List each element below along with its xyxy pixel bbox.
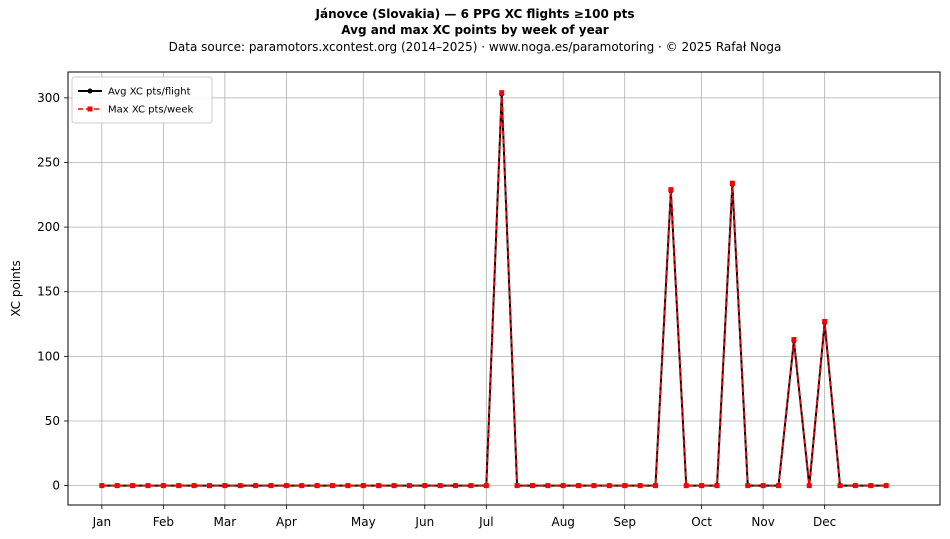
data-point [683, 483, 689, 489]
data-point [806, 483, 812, 489]
chart-subtitle: Avg and max XC points by week of year [341, 23, 609, 37]
data-point [852, 483, 858, 489]
data-point [99, 483, 105, 489]
x-tick-label: Sep [613, 515, 636, 529]
data-point [729, 180, 735, 186]
y-axis: 0 50 100 150 200 250 300 [37, 91, 68, 493]
legend-swatch-marker [87, 106, 93, 112]
data-point [145, 483, 151, 489]
data-point [130, 483, 136, 489]
legend-box [71, 76, 213, 124]
data-point [529, 483, 535, 489]
legend-label: Avg XC pts/flight [108, 87, 191, 98]
x-tick-label: Jan [92, 515, 112, 529]
data-point [883, 483, 889, 489]
data-point [622, 483, 628, 489]
x-tick-label: Dec [813, 515, 836, 529]
y-tick-label: 0 [52, 479, 60, 493]
data-point [514, 483, 520, 489]
x-tick-label: Apr [276, 515, 297, 529]
data-point [745, 483, 751, 489]
data-point [268, 483, 274, 489]
data-point [406, 483, 412, 489]
data-point [206, 483, 212, 489]
x-axis: Jan Feb Mar Apr May Jun Jul Aug Sep Oct Nov Dec [92, 505, 836, 529]
data-point [468, 483, 474, 489]
grid-lines [68, 72, 940, 505]
data-point [253, 483, 259, 489]
data-point [360, 483, 366, 489]
data-point [176, 483, 182, 489]
series-line [101, 91, 887, 487]
chart-title-block: Jánovce (Slovakia) — 6 PPG XC flights ≥1… [0, 6, 950, 56]
data-point [760, 483, 766, 489]
plot-frame [67, 71, 941, 506]
legend-swatch-marker [87, 88, 93, 94]
data-point [422, 483, 428, 489]
data-point [191, 483, 197, 489]
x-tick-label: Jul [478, 515, 493, 529]
data-point [114, 483, 120, 489]
chart-title: Jánovce (Slovakia) — 6 PPG XC flights ≥1… [315, 7, 635, 21]
data-point [345, 483, 351, 489]
data-point [237, 483, 243, 489]
legend-label: Max XC pts/week [108, 105, 193, 116]
data-point [330, 483, 336, 489]
y-tick-label: 200 [37, 220, 60, 234]
data-point [868, 483, 874, 489]
y-tick-label: 100 [37, 349, 60, 363]
data-point [606, 483, 612, 489]
data-point [453, 483, 459, 489]
x-tick-label: May [351, 515, 376, 529]
data-point [314, 483, 320, 489]
x-tick-label: Feb [153, 515, 174, 529]
data-point [668, 187, 674, 193]
data-point [545, 483, 551, 489]
data-point [576, 483, 582, 489]
data-point [822, 318, 828, 324]
data-point [637, 483, 643, 489]
y-axis-label: XC points [9, 260, 23, 316]
y-tick-label: 250 [37, 155, 60, 169]
data-point [652, 483, 658, 489]
x-tick-label: Mar [214, 515, 237, 529]
y-tick-label: 50 [45, 414, 60, 428]
data-point [437, 483, 443, 489]
data-point [391, 483, 397, 489]
data-point [222, 483, 228, 489]
data-point [714, 483, 720, 489]
data-point [160, 483, 166, 489]
legend: Avg XC pts/flight Max XC pts/week [71, 76, 213, 124]
data-point [699, 483, 705, 489]
x-tick-label: Jun [414, 515, 434, 529]
data-point [376, 483, 382, 489]
x-tick-label: Aug [551, 515, 574, 529]
data-point [499, 90, 505, 96]
data-point [483, 483, 489, 489]
data-point [591, 483, 597, 489]
x-tick-label: Oct [691, 515, 712, 529]
y-tick-label: 300 [37, 91, 60, 105]
data-point [283, 483, 289, 489]
data-point [299, 483, 305, 489]
data-point [791, 337, 797, 343]
series-layer [99, 90, 889, 489]
x-tick-label: Nov [751, 515, 774, 529]
chart-source: Data source: paramotors.xcontest.org (20… [168, 40, 782, 54]
series-max [99, 90, 889, 489]
y-tick-label: 150 [37, 285, 60, 299]
data-point [837, 483, 843, 489]
data-point [560, 483, 566, 489]
data-point [776, 483, 782, 489]
